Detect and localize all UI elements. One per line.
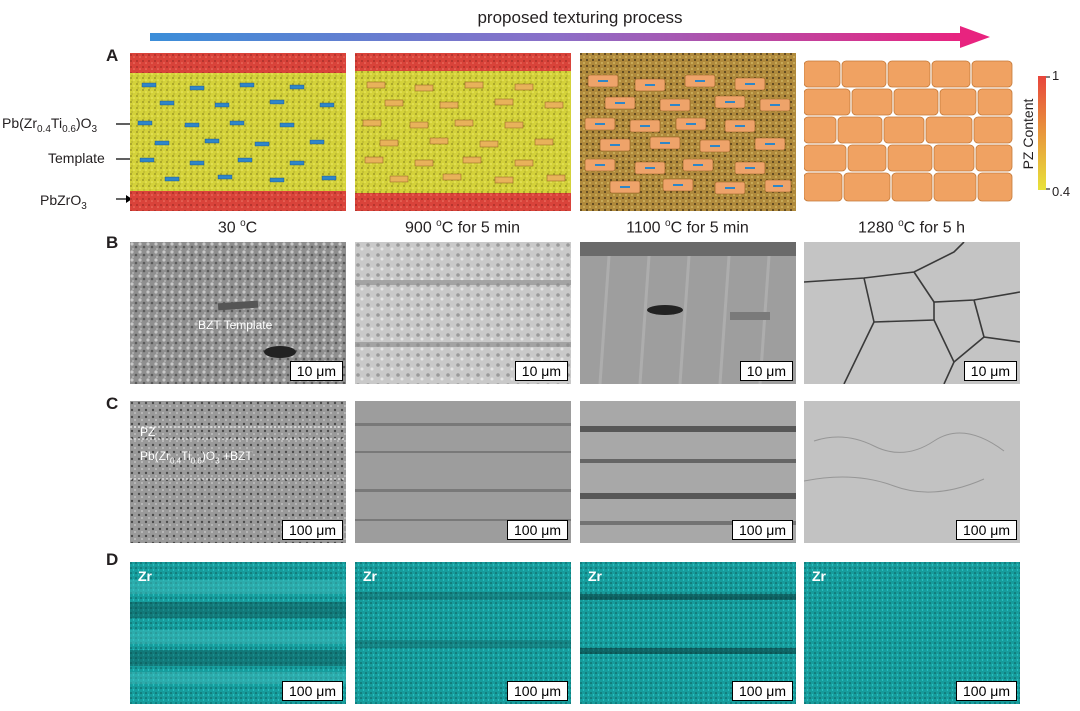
colorbar-max: 1	[1052, 68, 1060, 83]
process-arrow	[150, 26, 990, 48]
temp-label-3: 1100 oC for 5 min	[626, 218, 749, 237]
pzo-label: PbZrO3	[40, 192, 87, 212]
scale-bar-c4: 100 μm	[956, 520, 1017, 540]
scale-bar-b3: 10 μm	[739, 361, 793, 381]
scale-bar-b2: 10 μm	[514, 361, 568, 381]
panel-letter-c: C	[106, 394, 119, 413]
scale-bar-b1: 10 μm	[289, 361, 343, 381]
scale-bar-d1: 100 μm	[282, 681, 343, 701]
panel-letter-b: B	[106, 233, 119, 252]
bzt-template-label: BZT Template	[198, 318, 273, 332]
pz-layer-label: PZ	[140, 425, 156, 439]
scale-bar-d4: 100 μm	[956, 681, 1017, 701]
process-arrow-label: proposed texturing process	[477, 8, 683, 27]
pzt-label: Pb(Zr0.4Ti0.6)O3	[2, 115, 98, 135]
scale-bar-b4: 10 μm	[963, 361, 1017, 381]
zr-label-2: Zr	[363, 568, 377, 584]
scale-bar-c2: 100 μm	[507, 520, 568, 540]
schematic-30c	[130, 53, 346, 211]
colorbar-min: 0.4	[1052, 184, 1071, 199]
eds-zr-1100c: Zr 100 μm	[580, 562, 796, 704]
scale-bar-c1: 100 μm	[282, 520, 343, 540]
eds-zr-30c: Zr 100 μm	[130, 562, 346, 704]
pz-colorbar	[1038, 76, 1050, 190]
eds-zr-1280c: Zr 100 μm	[804, 562, 1020, 704]
schematic-1280c	[804, 53, 1020, 203]
zr-label-1: Zr	[138, 568, 152, 584]
scale-bar-d3: 100 μm	[732, 681, 793, 701]
temp-label-2: 900 oC for 5 min	[405, 218, 520, 237]
temp-label-1: 30 oC	[217, 218, 258, 237]
sem-900c: 10 μm	[355, 242, 571, 384]
template-label: Template	[48, 150, 105, 166]
scale-bar-d2: 100 μm	[507, 681, 568, 701]
colorbar-title: PZ Content	[1020, 98, 1036, 170]
sem-1100c: 10 μm	[580, 242, 796, 384]
temp-label-4: 1280 oC for 5 h	[858, 218, 965, 237]
panel-letter-d: D	[106, 550, 119, 569]
cross-section-900c: 100 μm	[355, 401, 571, 543]
sem-1280c: 10 μm	[804, 242, 1020, 384]
zr-label-3: Zr	[588, 568, 602, 584]
sem-30c: BZT Template 10 μm	[130, 242, 346, 384]
schematic-900c	[355, 53, 571, 211]
zr-label-4: Zr	[812, 568, 826, 584]
panel-letter-a: A	[106, 46, 119, 65]
schematic-1100c	[580, 53, 796, 211]
cross-section-1280c: 100 μm	[804, 401, 1020, 543]
cross-section-30c: PZ Pb(Zr0.4Ti0.6)O3 +BZT 100 μm	[130, 401, 346, 543]
scale-bar-c3: 100 μm	[732, 520, 793, 540]
eds-zr-900c: Zr 100 μm	[355, 562, 571, 704]
cross-section-1100c: 100 μm	[580, 401, 796, 543]
pzt-bzt-layer-label: Pb(Zr0.4Ti0.6)O3 +BZT	[140, 449, 253, 466]
